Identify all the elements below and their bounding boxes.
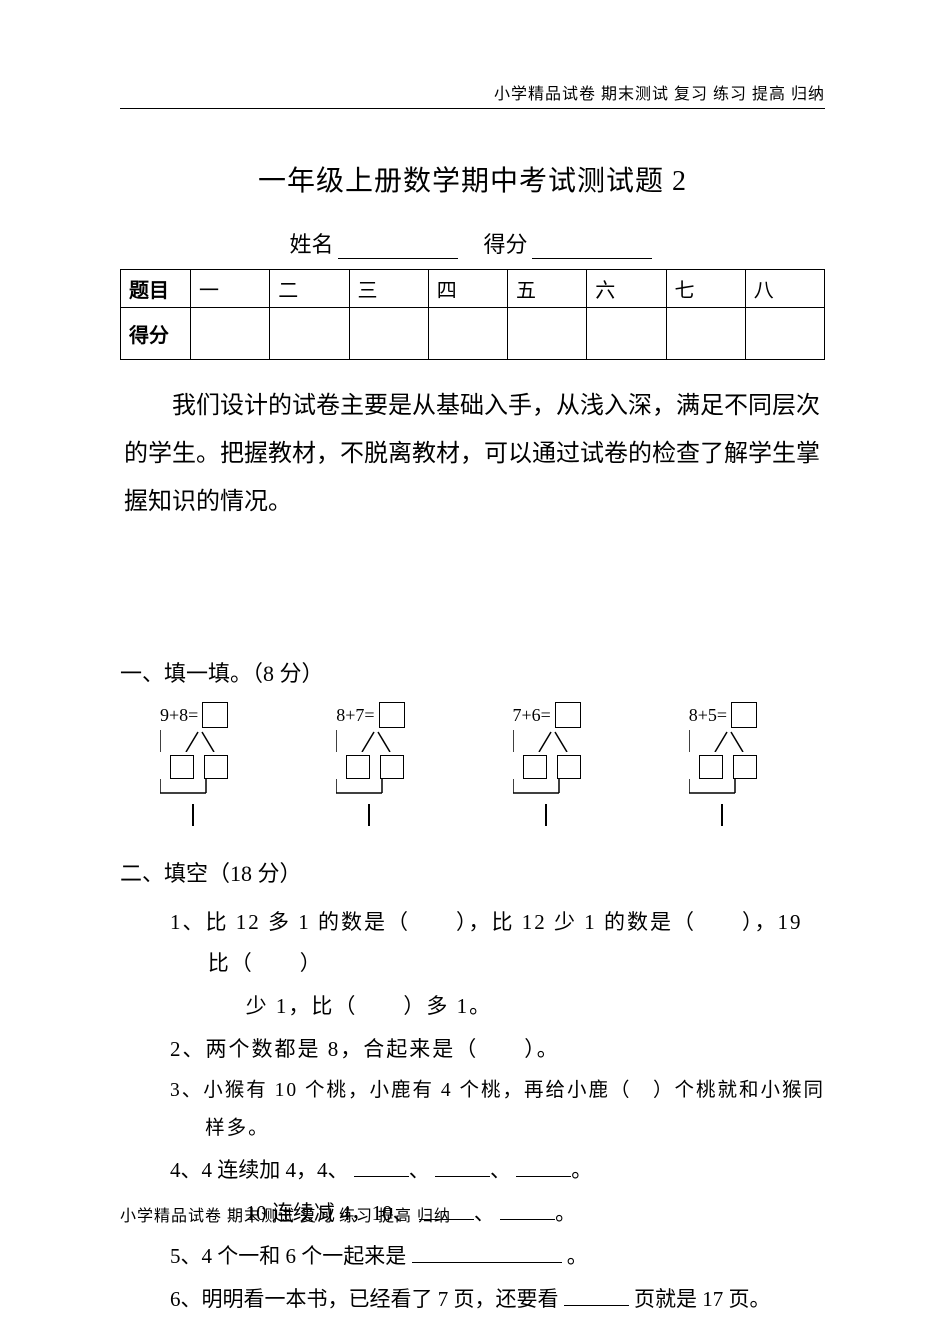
sep: 、: [409, 1158, 430, 1182]
decomp-item: 7+6=: [513, 702, 649, 826]
split-lines-icon: [513, 730, 583, 752]
row2-label: 得分: [121, 308, 191, 360]
mid-boxes: [699, 755, 825, 779]
decomp-item: 8+7=: [336, 702, 472, 826]
q6-text: 6、明明看一本书，已经看了 7 页，还要看: [170, 1287, 559, 1311]
blank[interactable]: [435, 1159, 490, 1177]
score-cell[interactable]: [508, 308, 587, 360]
answer-box[interactable]: [731, 702, 757, 728]
col-head: 六: [587, 270, 666, 308]
section2-head: 二、填空（18 分）: [120, 856, 825, 888]
result-box[interactable]: [368, 804, 370, 826]
equation-line: 9+8=: [160, 702, 296, 728]
score-cell[interactable]: [428, 308, 507, 360]
blank[interactable]: [354, 1159, 409, 1177]
q4a-text: 4、4 连续加 4，4、: [170, 1158, 349, 1182]
col-head: 一: [191, 270, 270, 308]
split-box[interactable]: [204, 755, 228, 779]
decomp-item: 9+8=: [160, 702, 296, 826]
table-row: 题目 一 二 三 四 五 六 七 八: [121, 270, 825, 308]
split-box[interactable]: [380, 755, 404, 779]
score-cell[interactable]: [587, 308, 666, 360]
q3: 3、小猴有 10 个桃，小鹿有 4 个桃，再给小鹿（ ）个桃就和小猴同样多。: [170, 1072, 825, 1148]
decomposition-row: 9+8= 8+7=: [120, 702, 825, 826]
sep: 、: [474, 1201, 495, 1225]
blank[interactable]: [500, 1202, 555, 1220]
col-head: 四: [428, 270, 507, 308]
split-lines-icon: [689, 730, 759, 752]
question-list: 1、比 12 多 1 的数是（ ），比 12 少 1 的数是（ ），19 比（ …: [120, 902, 825, 1320]
equation-line: 8+7=: [336, 702, 472, 728]
sep: 。: [555, 1201, 576, 1225]
col-head: 八: [745, 270, 824, 308]
mid-boxes: [170, 755, 296, 779]
bracket-icon: [336, 779, 416, 795]
col-head: 五: [508, 270, 587, 308]
col-head: 三: [349, 270, 428, 308]
result-box[interactable]: [192, 804, 194, 826]
expr-text: 7+6=: [513, 705, 551, 726]
result-box[interactable]: [545, 804, 547, 826]
q6: 6、明明看一本书，已经看了 7 页，还要看 页就是 17 页。: [170, 1279, 825, 1320]
answer-box[interactable]: [202, 702, 228, 728]
score-table: 题目 一 二 三 四 五 六 七 八 得分: [120, 269, 825, 360]
expr-text: 8+7=: [336, 705, 374, 726]
q1-line2: 少 1，比（ ）多 1。: [170, 986, 825, 1027]
split-box[interactable]: [557, 755, 581, 779]
col-head: 七: [666, 270, 745, 308]
table-row: 得分: [121, 308, 825, 360]
score-label: 得分: [484, 232, 528, 257]
split-lines-icon: [160, 730, 230, 752]
split-box[interactable]: [733, 755, 757, 779]
footer-tag: 小学精品试卷 期末测试 复习 练习 提高 归纳: [120, 1202, 451, 1226]
equation-line: 8+5=: [689, 702, 825, 728]
col-head: 二: [270, 270, 349, 308]
q5: 5、4 个一和 6 个一起来是 。: [170, 1236, 825, 1277]
blank[interactable]: [516, 1159, 571, 1177]
split-box[interactable]: [170, 755, 194, 779]
section1-head: 一、填一填。（8 分）: [120, 656, 825, 688]
mid-boxes: [346, 755, 472, 779]
bracket-icon: [689, 779, 769, 795]
q5-text: 5、4 个一和 6 个一起来是: [170, 1244, 406, 1268]
name-blank[interactable]: [338, 237, 458, 259]
blank[interactable]: [564, 1288, 629, 1306]
answer-box[interactable]: [555, 702, 581, 728]
result-box[interactable]: [721, 804, 723, 826]
header-tag: 小学精品试卷 期末测试 复习 练习 提高 归纳: [120, 80, 825, 109]
equation-line: 7+6=: [513, 702, 649, 728]
decomp-item: 8+5=: [689, 702, 825, 826]
split-box[interactable]: [346, 755, 370, 779]
split-box[interactable]: [523, 755, 547, 779]
split-box[interactable]: [699, 755, 723, 779]
name-score-line: 姓名 得分: [120, 227, 825, 259]
row1-label: 题目: [121, 270, 191, 308]
intro-paragraph: 我们设计的试卷主要是从基础入手，从浅入深，满足不同层次的学生。把握教材，不脱离教…: [120, 382, 825, 526]
score-cell[interactable]: [270, 308, 349, 360]
page-title: 一年级上册数学期中考试测试题 2: [120, 159, 825, 199]
mid-boxes: [523, 755, 649, 779]
sep: 。: [571, 1158, 592, 1182]
q6-post: 页就是 17 页。: [634, 1287, 771, 1311]
score-cell[interactable]: [349, 308, 428, 360]
score-blank[interactable]: [532, 237, 652, 259]
answer-box[interactable]: [379, 702, 405, 728]
score-cell[interactable]: [745, 308, 824, 360]
bracket-icon: [160, 779, 240, 795]
name-label: 姓名: [289, 232, 333, 257]
split-lines-icon: [336, 730, 406, 752]
expr-text: 9+8=: [160, 705, 198, 726]
q5-post: 。: [567, 1244, 588, 1268]
q1-line1: 1、比 12 多 1 的数是（ ），比 12 少 1 的数是（ ），19 比（ …: [170, 902, 825, 984]
q2: 2、两个数都是 8，合起来是（ ）。: [170, 1029, 825, 1070]
expr-text: 8+5=: [689, 705, 727, 726]
bracket-icon: [513, 779, 593, 795]
sep: 、: [490, 1158, 511, 1182]
score-cell[interactable]: [191, 308, 270, 360]
score-cell[interactable]: [666, 308, 745, 360]
q4-line1: 4、4 连续加 4，4、 、 、 。: [170, 1150, 825, 1191]
blank[interactable]: [412, 1245, 562, 1263]
